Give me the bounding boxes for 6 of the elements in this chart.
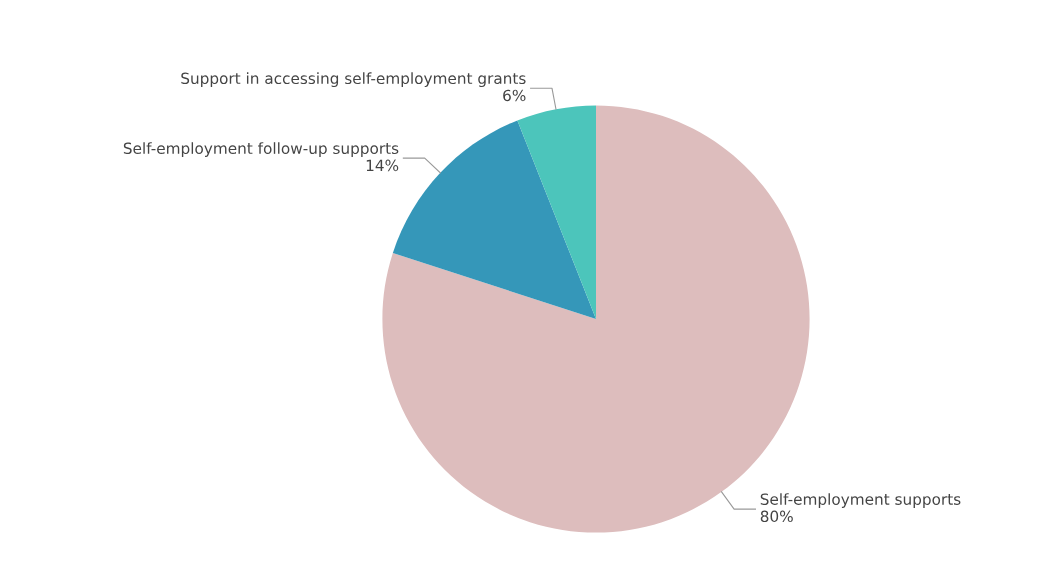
data-label: 14% <box>366 159 399 172</box>
data-label: 6% <box>503 89 526 102</box>
slice-label: Support in accessing self-employment grants <box>181 72 526 88</box>
slice-label: Self-employment follow-up supports <box>123 142 399 157</box>
data-label: 80% <box>760 510 793 523</box>
slice-label: Self-employment supports <box>760 493 961 508</box>
